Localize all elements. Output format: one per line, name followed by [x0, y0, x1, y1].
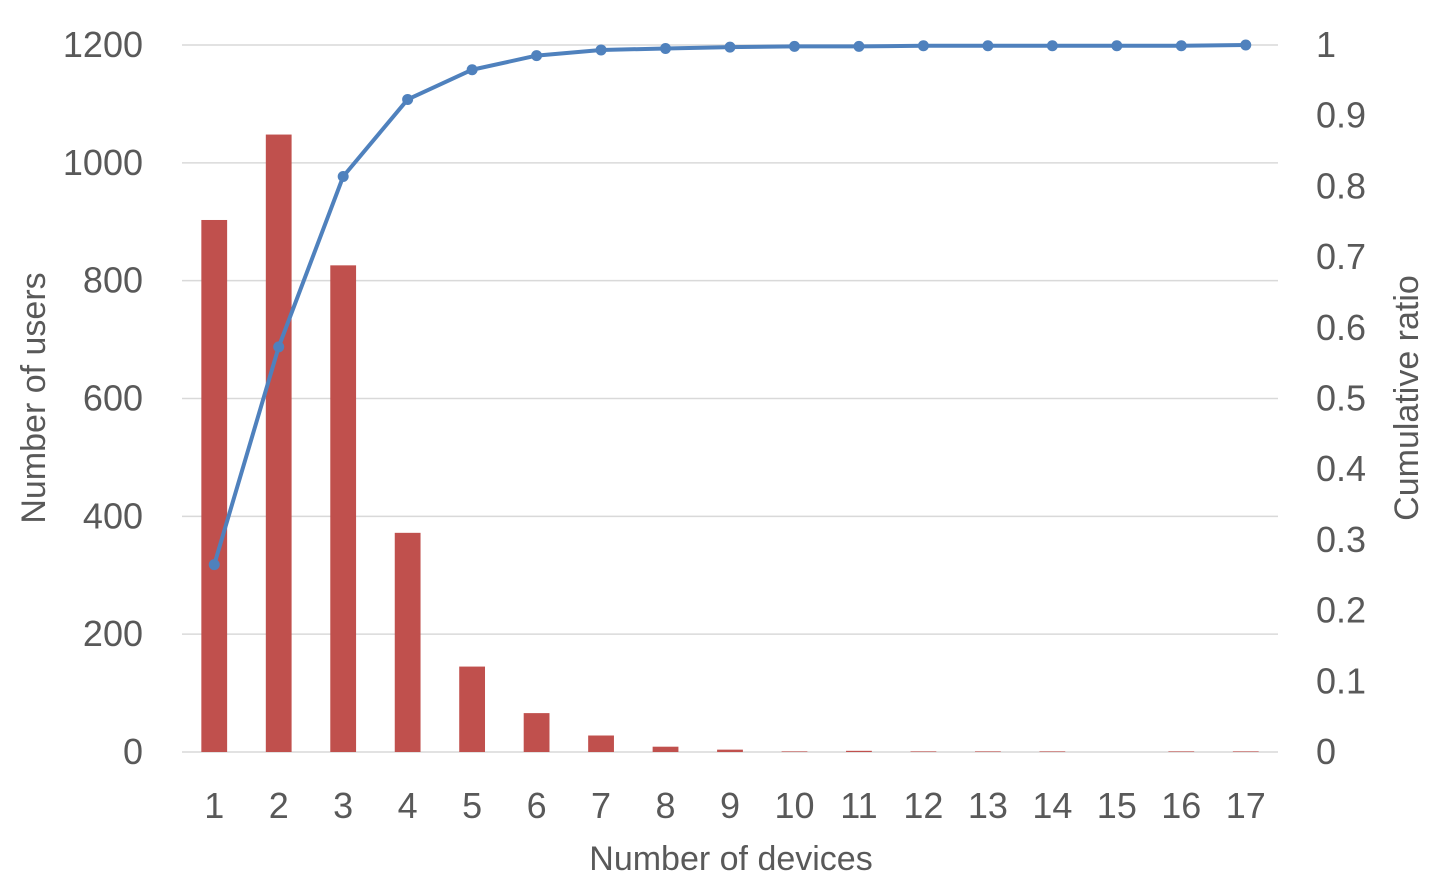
y2-tick-label: 0.4 — [1316, 448, 1366, 489]
bar — [394, 532, 421, 752]
x-tick-label: 17 — [1226, 785, 1266, 826]
cumulative-line — [212, 43, 1246, 566]
y-tick-label: 1200 — [63, 24, 143, 65]
x-tick-label: 6 — [527, 785, 547, 826]
bar — [974, 751, 1001, 752]
line-point — [853, 40, 865, 52]
bar — [201, 219, 228, 753]
x-tick-label: 4 — [398, 785, 418, 826]
line-point — [531, 50, 543, 62]
x-tick-label: 3 — [333, 785, 353, 826]
x-tick-label: 14 — [1032, 785, 1072, 826]
line-point — [788, 40, 800, 52]
y-tick-label: 400 — [83, 495, 143, 536]
line-point — [337, 171, 349, 183]
y2-tick-label: 0.6 — [1316, 307, 1366, 348]
line-point — [402, 93, 414, 105]
y-axis-title: Number of users — [15, 272, 53, 523]
x-axis-ticks: 1 2 3 4 5 6 7 8 9 10 11 12 13 14 15 16 17 — [204, 785, 1266, 826]
x-tick-label: 9 — [720, 785, 740, 826]
x-tick-label: 2 — [269, 785, 289, 826]
bar — [523, 713, 550, 752]
y2-tick-label: 1 — [1316, 24, 1336, 65]
line-point — [1240, 39, 1252, 51]
bar — [910, 751, 937, 752]
line-point — [1175, 40, 1187, 52]
line-point — [208, 559, 220, 571]
y-tick-label: 0 — [123, 731, 143, 772]
x-axis-title: Number of devices — [589, 840, 872, 878]
left-axis-ticks: 0 200 400 600 800 1000 1200 — [63, 24, 143, 772]
y-tick-label: 200 — [83, 613, 143, 654]
gridlines — [182, 44, 1278, 753]
line-point — [660, 43, 672, 55]
line-series — [208, 39, 1252, 571]
line-point — [982, 40, 994, 52]
line-point — [724, 41, 736, 53]
y-tick-label: 1000 — [63, 142, 143, 183]
bar — [330, 265, 357, 752]
y2-tick-label: 0.8 — [1316, 165, 1366, 206]
y2-tick-label: 0.9 — [1316, 95, 1366, 136]
bar — [1039, 751, 1066, 752]
bar — [459, 666, 486, 752]
line-point — [917, 40, 929, 52]
line-point — [1111, 40, 1123, 52]
x-tick-label: 12 — [903, 785, 943, 826]
bar — [781, 751, 808, 752]
right-axis-ticks: 0 0.1 0.2 0.3 0.4 0.5 0.6 0.7 0.8 0.9 1 — [1316, 24, 1366, 772]
x-tick-label: 1 — [204, 785, 224, 826]
line-point — [595, 44, 607, 56]
line-point — [466, 64, 478, 76]
x-tick-label: 13 — [968, 785, 1008, 826]
bar-series — [201, 134, 1259, 753]
bar — [1168, 751, 1195, 752]
y2-tick-label: 0.2 — [1316, 590, 1366, 631]
x-tick-label: 7 — [591, 785, 611, 826]
y-tick-label: 600 — [83, 378, 143, 419]
bar — [265, 134, 292, 752]
y2-tick-label: 0.5 — [1316, 378, 1366, 419]
x-tick-label: 11 — [840, 785, 877, 826]
x-tick-label: 8 — [656, 785, 676, 826]
y2-axis-title: Cumulative ratio — [1388, 275, 1426, 521]
bar — [1232, 751, 1259, 752]
y-tick-label: 800 — [83, 260, 143, 301]
y2-tick-label: 0.7 — [1316, 236, 1366, 277]
y2-tick-label: 0.1 — [1316, 660, 1366, 701]
line-point — [1046, 40, 1058, 52]
y2-tick-label: 0.3 — [1316, 519, 1366, 560]
bar — [717, 749, 743, 752]
line-point — [273, 341, 285, 353]
x-tick-label: 16 — [1161, 785, 1201, 826]
bar — [846, 750, 872, 752]
x-tick-label: 15 — [1097, 785, 1137, 826]
bar — [588, 735, 614, 752]
bar — [652, 746, 679, 752]
y2-tick-label: 0 — [1316, 731, 1336, 772]
x-tick-label: 10 — [774, 785, 814, 826]
x-tick-label: 5 — [462, 785, 482, 826]
